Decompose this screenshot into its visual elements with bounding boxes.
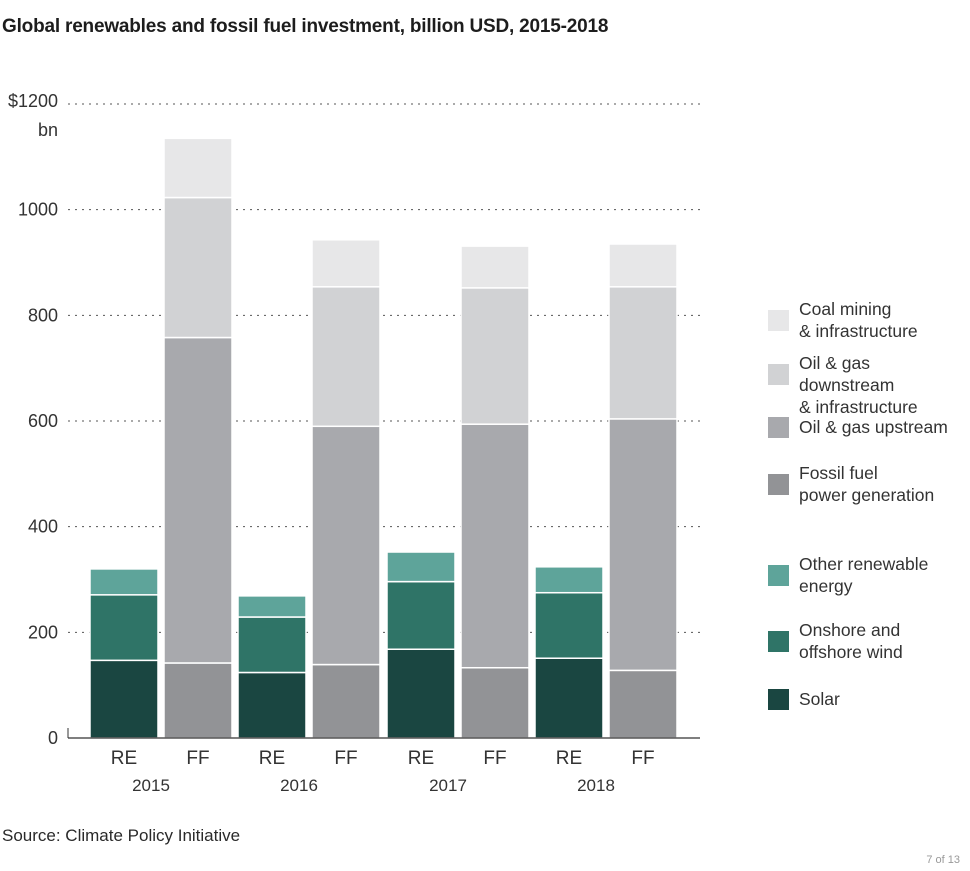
bars bbox=[89, 137, 678, 739]
bar-segment-other-renewable-energy bbox=[386, 551, 456, 583]
y-tick-label: 0 bbox=[48, 728, 58, 748]
legend-label: Oil & gas upstream bbox=[799, 417, 948, 437]
bar-segment-fossil-fuel-power-generation bbox=[608, 669, 678, 739]
bar-segment-solar bbox=[386, 648, 456, 739]
legend-swatch bbox=[768, 364, 789, 385]
gridlines bbox=[68, 103, 700, 633]
x-year-label: 2016 bbox=[280, 776, 318, 795]
x-bar-label: FF bbox=[334, 748, 357, 769]
bar-segment-oil-gas-downstream-infrastructure bbox=[311, 286, 381, 428]
source-note: Source: Climate Policy Initiative bbox=[2, 826, 241, 845]
legend-item: Oil & gas upstream bbox=[768, 416, 948, 438]
legend-item: Fossil fuel power generation bbox=[768, 462, 934, 506]
legend-item: Onshore and offshore wind bbox=[768, 619, 903, 663]
x-bar-label: RE bbox=[259, 748, 285, 769]
legend-swatch bbox=[768, 631, 789, 652]
bar-segment-coal-mining-infrastructure bbox=[460, 245, 530, 289]
axes: 1000 800 600 400 200 0 RE FF 2015 RE FF 2016 RE FF 201… bbox=[18, 200, 700, 795]
bar-segment-oil-gas-upstream bbox=[163, 336, 233, 664]
bar-segment-oil-gas-downstream-infrastructure bbox=[163, 196, 233, 339]
bar-segment-fossil-fuel-power-generation bbox=[460, 666, 530, 739]
legend-label: Oil & gas downstream & infrastructure bbox=[799, 353, 918, 417]
legend-label: Onshore and offshore wind bbox=[799, 620, 903, 662]
x-year-label: 2017 bbox=[429, 776, 467, 795]
bar-segment-coal-mining-infrastructure bbox=[608, 243, 678, 288]
bar-segment-other-renewable-energy bbox=[237, 595, 307, 618]
bar-segment-oil-gas-upstream bbox=[460, 423, 530, 669]
y-tick-label: 200 bbox=[28, 622, 58, 642]
bar-segment-coal-mining-infrastructure bbox=[311, 239, 381, 288]
legend-swatch bbox=[768, 417, 789, 438]
x-year-label: 2018 bbox=[577, 776, 615, 795]
bar-segment-oil-gas-downstream-infrastructure bbox=[460, 287, 530, 425]
legend-label: Fossil fuel power generation bbox=[799, 463, 935, 505]
legend-swatch bbox=[768, 310, 789, 331]
bar-segment-onshore-and-offshore-wind bbox=[534, 591, 604, 659]
x-bar-label: RE bbox=[111, 748, 137, 769]
bar-segment-onshore-and-offshore-wind bbox=[386, 580, 456, 650]
y-tick-label: 400 bbox=[28, 517, 58, 537]
bar-segment-fossil-fuel-power-generation bbox=[311, 663, 381, 739]
bar-segment-oil-gas-downstream-infrastructure bbox=[608, 286, 678, 420]
bar-segment-solar bbox=[237, 671, 307, 739]
legend-swatch bbox=[768, 474, 789, 495]
legend-swatch bbox=[768, 689, 789, 710]
x-bar-label: RE bbox=[408, 748, 434, 769]
x-bar-label: FF bbox=[186, 748, 209, 769]
x-bar-label: FF bbox=[631, 748, 654, 769]
bar-segment-onshore-and-offshore-wind bbox=[89, 594, 159, 662]
y-tick-label: 800 bbox=[28, 305, 58, 325]
bar-segment-solar bbox=[534, 657, 604, 739]
legend-label: Coal mining & infrastructure bbox=[799, 299, 918, 341]
x-year-label: 2015 bbox=[132, 776, 170, 795]
legend-item: Coal mining & infrastructure bbox=[768, 298, 918, 342]
x-bar-label: FF bbox=[483, 748, 506, 769]
page-indicator: 7 of 13 bbox=[926, 854, 960, 866]
y-axis-unit-label: bn bbox=[38, 120, 58, 140]
legend-label: Other renewable energy bbox=[799, 554, 929, 596]
x-bar-label: RE bbox=[556, 748, 582, 769]
bar-segment-fossil-fuel-power-generation bbox=[163, 662, 233, 739]
bar-segment-onshore-and-offshore-wind bbox=[237, 616, 307, 674]
y-tick-label: 1000 bbox=[18, 200, 58, 220]
y-tick-label: 600 bbox=[28, 411, 58, 431]
bar-segment-solar bbox=[89, 659, 159, 739]
bar-segment-oil-gas-upstream bbox=[311, 425, 381, 666]
bar-segment-other-renewable-energy bbox=[89, 568, 159, 596]
y-axis-top-label: $1200 bbox=[8, 91, 58, 111]
bar-segment-other-renewable-energy bbox=[534, 566, 604, 594]
legend-item: Other renewable energy bbox=[768, 553, 928, 597]
chart-title: Global renewables and fossil fuel invest… bbox=[2, 16, 609, 37]
legend-item: Solar bbox=[768, 688, 840, 710]
bar-segment-oil-gas-upstream bbox=[608, 418, 678, 672]
legend-label: Solar bbox=[799, 689, 840, 709]
legend-swatch bbox=[768, 565, 789, 586]
legend-item: Oil & gas downstream & infrastructure bbox=[768, 352, 970, 418]
bar-segment-coal-mining-infrastructure bbox=[163, 137, 233, 199]
